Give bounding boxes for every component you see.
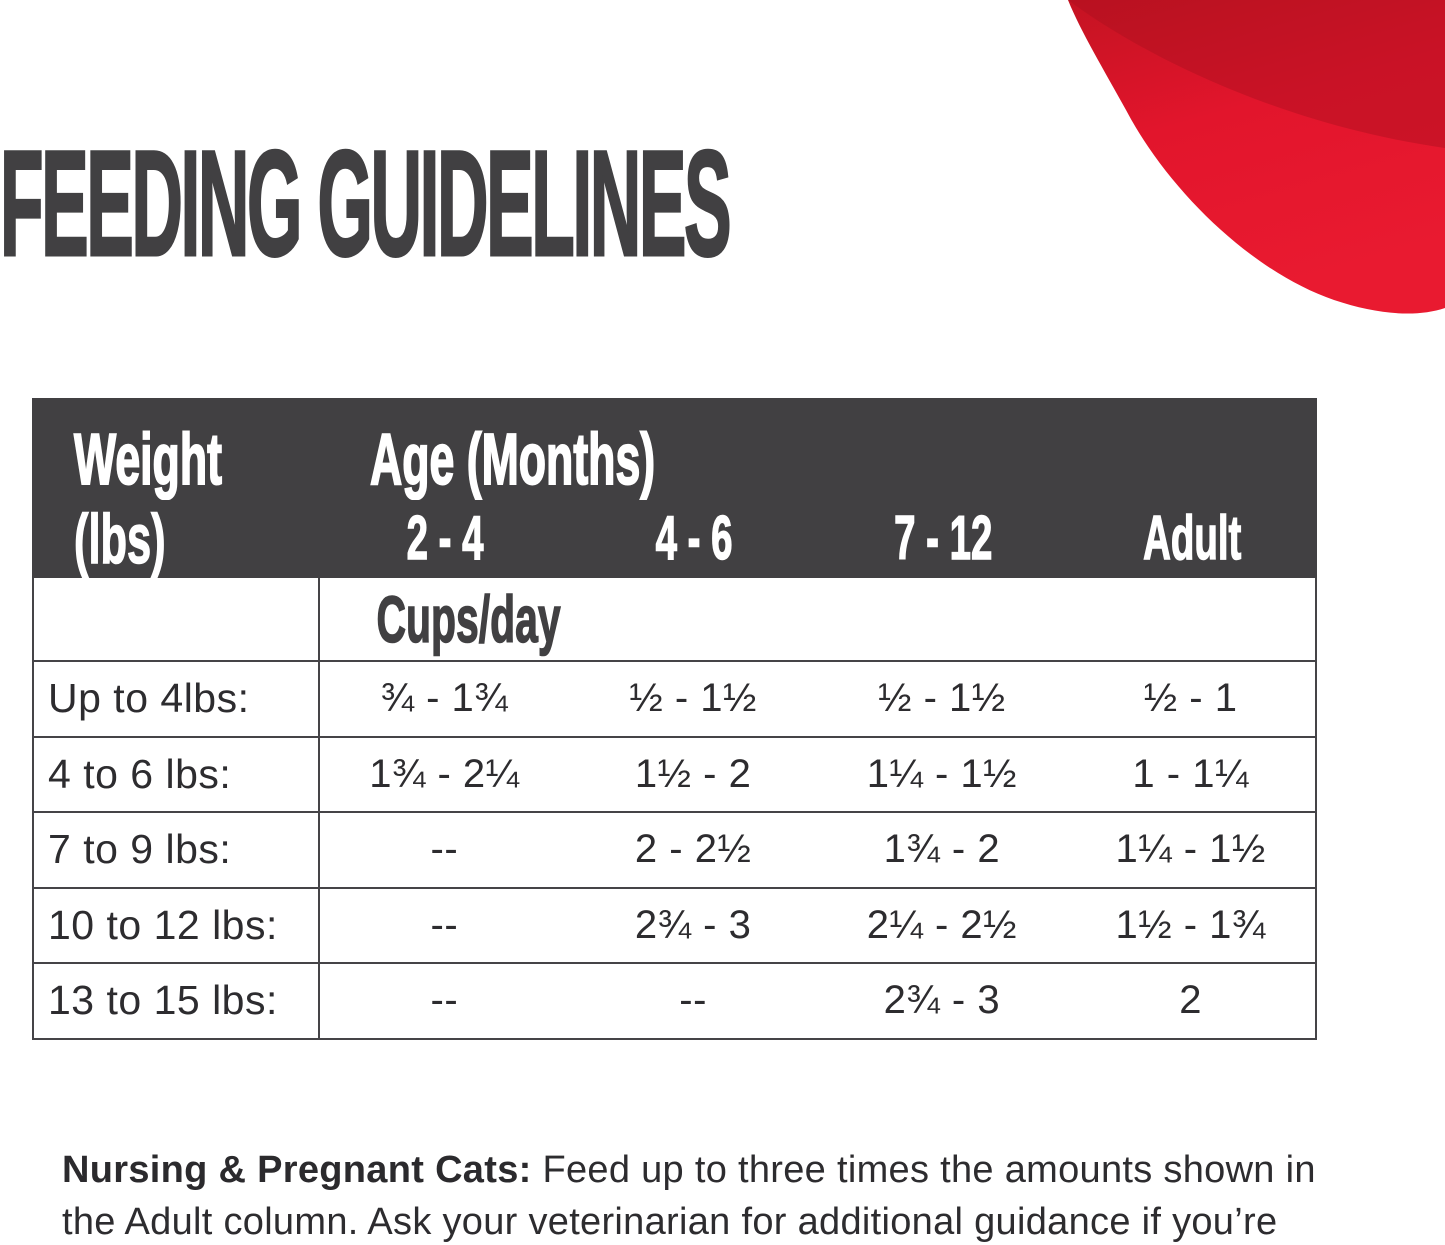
nursing-pregnant-note: Nursing & Pregnant Cats: Feed up to thre… [62,1144,1352,1245]
age-column-2-4: 2 - 4 [406,504,484,573]
table-row: 10 to 12 lbs: -- 2¾ - 3 2¼ - 2½ 1½ - 1¾ [34,886,1315,962]
cups-per-day-label: Cups/day [376,582,561,656]
feeding-table-body: Cups/day Up to 4lbs: ¾ - 1¾ ½ - 1½ ½ - 1… [32,578,1317,1040]
table-row: 7 to 9 lbs: -- 2 - 2½ 1¾ - 2 1¼ - 1½ [34,811,1315,887]
row-value: 1½ - 1¾ [1115,902,1266,947]
table-row: 13 to 15 lbs: -- -- 2¾ - 3 2 [34,962,1315,1038]
age-column-adult: Adult [1143,504,1242,573]
table-row: Up to 4lbs: ¾ - 1¾ ½ - 1½ ½ - 1½ ½ - 1 [34,660,1315,736]
row-value: 2 [1179,978,1202,1023]
row-value: 2¾ - 3 [634,902,752,947]
row-value: -- [430,902,459,947]
row-weight-label: 4 to 6 lbs: [34,737,320,811]
unit-row: Cups/day [34,578,1315,660]
row-value: -- [430,978,459,1023]
row-value: 2¾ - 3 [883,978,1001,1023]
row-value: ½ - 1½ [878,676,1006,721]
row-value: 1½ - 2 [634,751,752,796]
row-value: 1¼ - 1½ [1115,827,1266,872]
row-value: 2¼ - 2½ [866,902,1017,947]
table-row: 4 to 6 lbs: 1¾ - 2¼ 1½ - 2 1¼ - 1½ 1 - 1… [34,735,1315,811]
age-column-7-12: 7 - 12 [893,504,993,573]
row-weight-label: 10 to 12 lbs: [34,888,320,962]
unit-row-weight-cell [34,578,320,660]
row-value: ¾ - 1¾ [380,676,509,721]
note-body-text: Feed up to three times the amounts shown… [62,1149,1316,1244]
age-header: Age (Months) [369,420,656,500]
row-value: 1¼ - 1½ [866,751,1017,796]
row-value: ½ - 1½ [629,676,757,721]
row-value: -- [679,978,707,1023]
row-value: 1¾ - 2 [883,827,1001,872]
row-value: 1 - 1¼ [1132,751,1249,796]
feeding-table: Weight (lbs) Age (Months) 2 - 4 4 - 6 7 … [32,398,1317,1040]
row-weight-label: 7 to 9 lbs: [34,813,320,887]
age-column-4-6: 4 - 6 [655,504,733,573]
row-value: -- [430,827,459,872]
row-value: 1¾ - 2¼ [369,751,520,796]
weight-header: Weight [73,420,222,500]
note-bold-lead: Nursing & Pregnant Cats: [62,1149,532,1191]
row-value: 2 - 2½ [634,827,752,872]
row-weight-label: Up to 4lbs: [34,662,320,736]
page-title: FEEDING GUIDELINES [0,119,732,287]
feeding-table-header: Weight (lbs) Age (Months) 2 - 4 4 - 6 7 … [32,398,1317,578]
row-value: ½ - 1 [1143,676,1238,721]
weight-unit-label: (lbs) [74,500,167,578]
row-weight-label: 13 to 15 lbs: [34,964,320,1038]
